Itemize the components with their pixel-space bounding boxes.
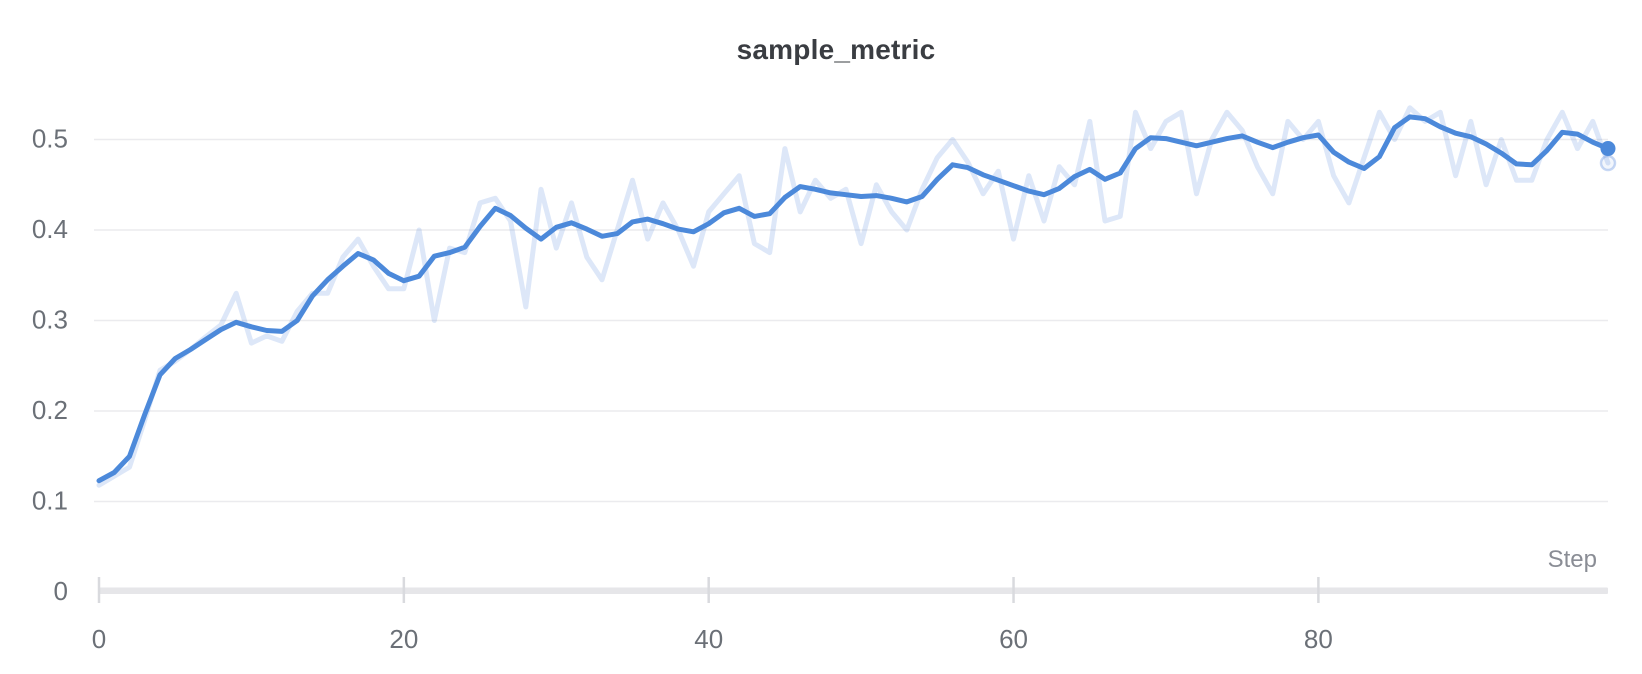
- x-axis-group: 0 20 40 60 80 Step: [92, 546, 1608, 654]
- gridlines-group: [94, 138, 1608, 503]
- x-tick-label: 20: [389, 624, 418, 654]
- raw-final-point-marker: [1599, 154, 1617, 172]
- chart-title: sample_metric: [736, 34, 936, 65]
- y-tick-label: 0.1: [32, 485, 68, 515]
- y-tick-label: 0.2: [32, 395, 68, 425]
- series-group: [96, 105, 1617, 488]
- smoothed-series-line: [96, 114, 1611, 484]
- y-tick-label: 0.3: [32, 304, 68, 334]
- y-axis-group: 0 0.1 0.2 0.3 0.4 0.5: [32, 123, 68, 606]
- y-tick-label: 0.5: [32, 123, 68, 153]
- x-axis-title: Step: [1548, 546, 1597, 573]
- x-axis-line: [99, 587, 1608, 594]
- x-tick-label: 40: [694, 624, 723, 654]
- x-tick-label: 0: [92, 624, 106, 654]
- final-point-marker: [1600, 141, 1616, 157]
- x-tick-label: 60: [999, 624, 1028, 654]
- x-tick-label: 80: [1304, 624, 1333, 654]
- y-tick-label: 0.4: [32, 214, 68, 244]
- raw-series-line: [96, 105, 1611, 488]
- y-tick-label: 0: [54, 576, 68, 606]
